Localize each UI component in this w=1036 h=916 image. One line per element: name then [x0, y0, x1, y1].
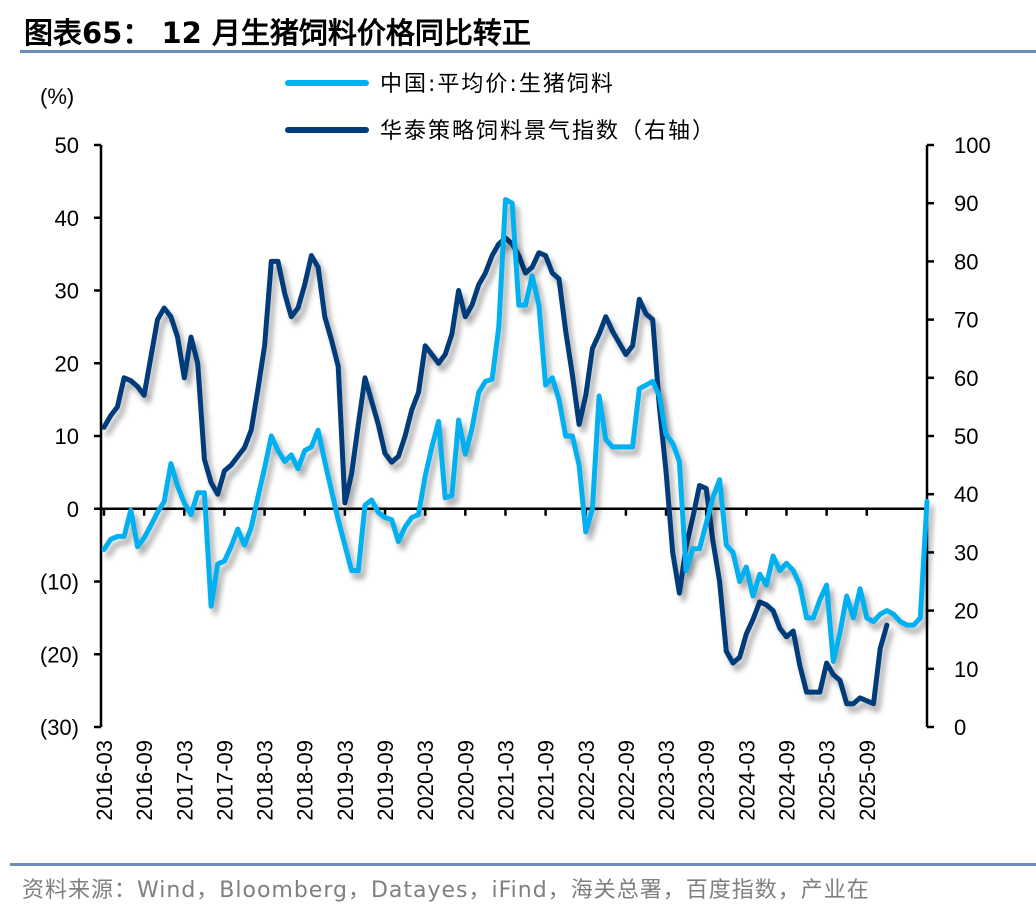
left-axis-tick-label: 20 [55, 351, 79, 376]
right-axis-tick-label: 60 [954, 366, 978, 391]
x-axis-tick-label: 2021-09 [534, 740, 559, 821]
left-axis-unit: (%) [40, 84, 74, 109]
left-axis-tick-label: 30 [55, 279, 79, 304]
left-axis-tick-label: (30) [40, 715, 79, 740]
right-axis-tick-label: 10 [954, 657, 978, 682]
x-axis-tick-label: 2016-09 [132, 740, 157, 821]
right-axis-tick-label: 70 [954, 308, 978, 333]
source-note: 资料来源：Wind，Bloomberg，Datayes，iFind，海关总署，百… [22, 878, 870, 903]
x-axis-tick-label: 2023-09 [694, 740, 719, 821]
right-axis-tick-label: 90 [954, 191, 978, 216]
x-axis-tick-label: 2016-03 [92, 740, 117, 821]
legend-label-feed-price: 中国:平均价:生猪饲料 [380, 72, 615, 97]
series-line-feed-index [101, 235, 890, 707]
right-axis-tick-label: 0 [954, 715, 966, 740]
x-axis-tick-label: 2021-03 [493, 740, 518, 821]
x-axis-tick-label: 2022-03 [574, 740, 599, 821]
x-axis-tick-label: 2025-09 [855, 740, 880, 821]
legend: 中国:平均价:生猪饲料 华泰策略饲料景气指数（右轴） [285, 72, 716, 144]
left-axis-tick-label: 40 [55, 206, 79, 231]
x-axis-tick-label: 2020-09 [453, 740, 478, 821]
right-axis-tick-label: 40 [954, 482, 978, 507]
x-axis-tick-label: 2018-03 [253, 740, 278, 821]
x-axis-tick-label: 2017-03 [172, 740, 197, 821]
x-axis-tick-label: 2017-09 [212, 740, 237, 821]
right-axis-tick-label: 100 [954, 133, 991, 158]
right-axis-tick-label: 50 [954, 424, 978, 449]
right-axis-tick-label: 20 [954, 599, 978, 624]
left-axis-tick-label: 10 [55, 424, 79, 449]
left-axis-tick-label: 50 [55, 133, 79, 158]
chart-title: 图表65： 12 月生猪饲料价格同比转正 [24, 16, 531, 50]
x-axis-tick-label: 2024-03 [734, 740, 759, 821]
x-axis-tick-label: 2022-09 [614, 740, 639, 821]
series-line-feed-price [101, 197, 930, 664]
x-axis-tick-label: 2024-09 [774, 740, 799, 821]
x-axis-tick-label: 2025-03 [815, 740, 840, 821]
legend-label-feed-index: 华泰策略饲料景气指数（右轴） [380, 119, 716, 144]
title-divider [20, 50, 1036, 53]
left-axis-tick-label: (20) [40, 642, 79, 667]
x-axis-tick-label: 2019-09 [373, 740, 398, 821]
left-axis-tick-label: (10) [40, 570, 79, 595]
x-axis-tick-label: 2023-03 [654, 740, 679, 821]
x-axis-tick-label: 2019-03 [333, 740, 358, 821]
x-axis-tick-label: 2020-03 [413, 740, 438, 821]
left-axis-tick-label: 0 [67, 497, 79, 522]
x-axis-tick-label: 2018-09 [293, 740, 318, 821]
source-divider [10, 863, 1036, 866]
right-axis-tick-label: 80 [954, 249, 978, 274]
right-axis-tick-label: 30 [954, 540, 978, 565]
